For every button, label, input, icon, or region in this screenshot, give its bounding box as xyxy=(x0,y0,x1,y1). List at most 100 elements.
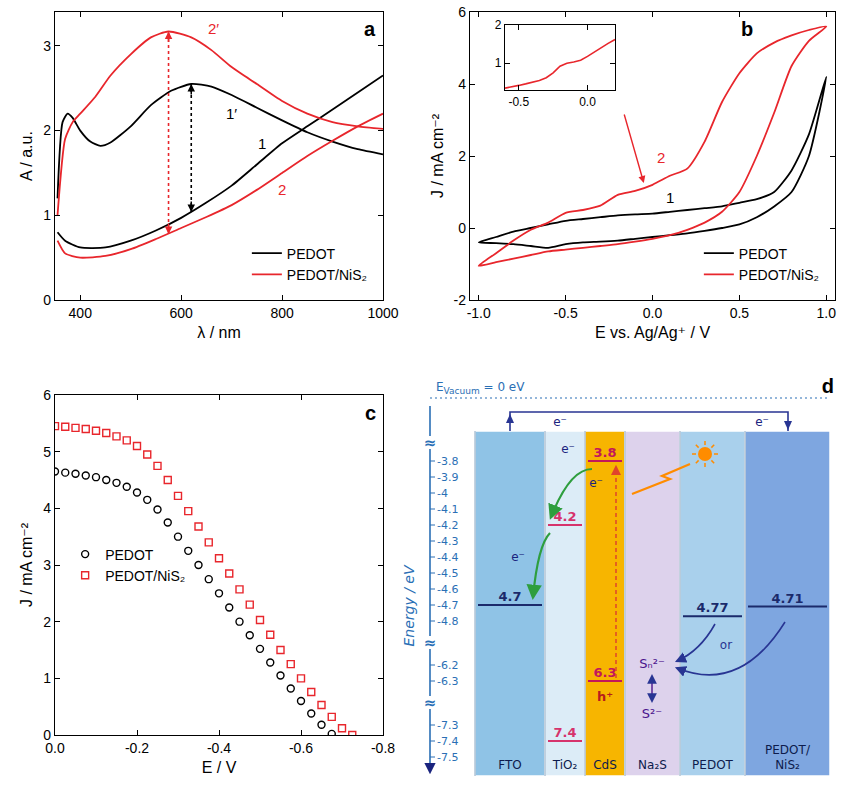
svg-text:-4.2: -4.2 xyxy=(437,519,458,532)
svg-text:CdS: CdS xyxy=(593,758,617,772)
svg-text:-2: -2 xyxy=(454,292,467,308)
svg-text:1: 1 xyxy=(258,135,266,152)
svg-text:1000: 1000 xyxy=(367,305,398,321)
svg-text:0: 0 xyxy=(43,292,51,308)
svg-text:-4.8: -4.8 xyxy=(437,615,458,628)
svg-text:-4.5: -4.5 xyxy=(437,567,458,580)
svg-text:Sₙ²⁻: Sₙ²⁻ xyxy=(639,656,665,671)
svg-text:400: 400 xyxy=(69,305,93,321)
svg-text:Na₂S: Na₂S xyxy=(638,758,667,772)
svg-text:4: 4 xyxy=(43,500,51,516)
svg-text:E / V: E / V xyxy=(202,759,237,776)
svg-text:d: d xyxy=(822,376,834,397)
svg-text:b: b xyxy=(741,18,753,40)
svg-text:≈: ≈ xyxy=(424,434,437,452)
svg-text:0: 0 xyxy=(43,727,51,743)
svg-text:2: 2 xyxy=(278,181,286,198)
svg-text:0.0: 0.0 xyxy=(643,305,663,321)
svg-text:2: 2 xyxy=(43,122,51,138)
svg-text:-7.3: -7.3 xyxy=(437,719,458,732)
svg-text:1: 1 xyxy=(495,56,502,70)
svg-text:c: c xyxy=(365,402,376,424)
svg-text:NiS₂: NiS₂ xyxy=(775,758,800,772)
svg-text:-7.5: -7.5 xyxy=(437,751,458,764)
svg-text:Energy / eV: Energy / eV xyxy=(401,564,417,646)
svg-text:0: 0 xyxy=(458,220,466,236)
svg-text:-3.8: -3.8 xyxy=(437,455,458,468)
svg-text:-4: -4 xyxy=(437,487,448,500)
svg-text:1.0: 1.0 xyxy=(817,305,837,321)
svg-text:PEDOT/: PEDOT/ xyxy=(765,743,811,757)
svg-text:-0.5: -0.5 xyxy=(508,95,529,109)
svg-text:or: or xyxy=(720,638,732,652)
svg-text:FTO: FTO xyxy=(498,758,521,772)
svg-text:3: 3 xyxy=(43,557,51,573)
svg-text:-0.6: -0.6 xyxy=(289,740,313,756)
svg-text:3.8: 3.8 xyxy=(593,445,616,460)
svg-text:e⁻: e⁻ xyxy=(589,476,603,490)
svg-text:-6.3: -6.3 xyxy=(437,675,458,688)
svg-text:-1.0: -1.0 xyxy=(467,305,491,321)
svg-text:2: 2 xyxy=(458,148,466,164)
svg-text:J / mA cm⁻²: J / mA cm⁻² xyxy=(429,113,446,198)
svg-text:h⁺: h⁺ xyxy=(597,689,613,704)
svg-text:-0.8: -0.8 xyxy=(371,740,395,756)
svg-text:E vs. Ag/Ag⁺ / V: E vs. Ag/Ag⁺ / V xyxy=(595,324,710,341)
svg-text:PEDOT: PEDOT xyxy=(692,758,734,772)
svg-text:-6.2: -6.2 xyxy=(437,659,458,672)
svg-text:-0.2: -0.2 xyxy=(125,740,149,756)
svg-text:-0.5: -0.5 xyxy=(554,305,578,321)
svg-text:2: 2 xyxy=(495,18,502,32)
svg-text:6.3: 6.3 xyxy=(593,665,616,680)
svg-text:4.77: 4.77 xyxy=(696,600,728,615)
svg-text:-3.9: -3.9 xyxy=(437,471,458,484)
svg-text:e⁻: e⁻ xyxy=(511,550,525,564)
svg-text:600: 600 xyxy=(169,305,193,321)
svg-text:PEDOT: PEDOT xyxy=(105,547,154,563)
svg-text:3: 3 xyxy=(43,38,51,54)
svg-text:2′: 2′ xyxy=(208,20,219,37)
svg-text:e⁻: e⁻ xyxy=(561,442,575,456)
svg-text:7.4: 7.4 xyxy=(553,725,576,740)
svg-text:J / mA cm⁻²: J / mA cm⁻² xyxy=(18,522,35,607)
svg-text:4.2: 4.2 xyxy=(553,509,576,524)
svg-text:2: 2 xyxy=(657,149,665,166)
svg-text:≈: ≈ xyxy=(424,634,437,652)
svg-text:-4.4: -4.4 xyxy=(437,551,458,564)
svg-text:1′: 1′ xyxy=(226,105,237,122)
svg-text:-0.4: -0.4 xyxy=(207,740,231,756)
svg-text:-4.7: -4.7 xyxy=(437,599,458,612)
svg-text:a: a xyxy=(364,18,376,40)
svg-text:1: 1 xyxy=(43,670,51,686)
svg-text:A / a.u.: A / a.u. xyxy=(18,131,35,181)
svg-text:0.0: 0.0 xyxy=(579,95,596,109)
svg-text:0.0: 0.0 xyxy=(45,740,65,756)
svg-text:5: 5 xyxy=(43,444,51,460)
svg-text:4.71: 4.71 xyxy=(771,591,803,606)
svg-text:TiO₂: TiO₂ xyxy=(552,758,578,772)
svg-text:1: 1 xyxy=(666,189,674,206)
svg-text:4: 4 xyxy=(458,76,466,92)
svg-text:EVacuum = 0 eV: EVacuum = 0 eV xyxy=(436,380,525,396)
svg-text:2: 2 xyxy=(43,614,51,630)
svg-text:S²⁻: S²⁻ xyxy=(642,706,662,721)
svg-text:6: 6 xyxy=(43,387,51,403)
svg-text:PEDOT: PEDOT xyxy=(739,246,788,262)
svg-text:≈: ≈ xyxy=(424,694,437,712)
svg-text:PEDOT: PEDOT xyxy=(287,246,336,262)
svg-text:PEDOT/NiS₂: PEDOT/NiS₂ xyxy=(287,267,367,283)
svg-text:e⁻: e⁻ xyxy=(553,415,567,429)
svg-text:-4.1: -4.1 xyxy=(437,503,458,516)
svg-text:6: 6 xyxy=(458,4,466,20)
svg-text:800: 800 xyxy=(270,305,294,321)
svg-text:PEDOT/NiS₂: PEDOT/NiS₂ xyxy=(105,568,185,584)
svg-text:-4.3: -4.3 xyxy=(437,535,458,548)
svg-text:-7.4: -7.4 xyxy=(437,735,458,748)
svg-text:λ / nm: λ / nm xyxy=(197,324,241,341)
svg-text:e⁻: e⁻ xyxy=(755,415,769,429)
svg-text:0.5: 0.5 xyxy=(730,305,750,321)
svg-text:4.7: 4.7 xyxy=(498,589,521,604)
svg-text:1: 1 xyxy=(43,207,51,223)
svg-text:-4.6: -4.6 xyxy=(437,583,458,596)
svg-text:PEDOT/NiS₂: PEDOT/NiS₂ xyxy=(739,267,819,283)
